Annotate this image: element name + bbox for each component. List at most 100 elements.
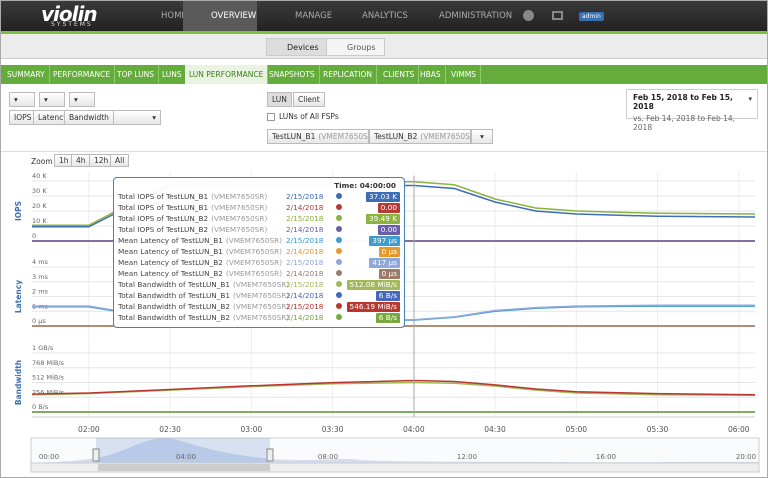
tooltip-row: Mean Latency of TestLUN_B2 (VMEM7650SR) 2/… (118, 257, 400, 268)
navigator-handle[interactable] (92, 448, 100, 462)
date-range: Feb 15, 2018 to Feb 15, 2018 (633, 93, 733, 111)
lun-dropdown[interactable]: ▾ (471, 129, 493, 144)
x-tick-label: 03:30 (322, 425, 344, 434)
logo-sub: SYSTEMS (51, 21, 93, 28)
scrollbar[interactable] (30, 462, 760, 473)
series-label: Total Bandwidth of TestLUN_B2 (118, 313, 231, 322)
series-name: Mean Latency of TestLUN_B2 (VMEM7650SR) (118, 257, 286, 268)
tab[interactable]: CLIENTS (379, 65, 420, 84)
metric-button[interactable]: Bandwidth (64, 110, 114, 125)
tab[interactable]: HBAS (416, 65, 446, 84)
value: 6 B/s (375, 290, 400, 301)
scrollbar-thumb[interactable] (98, 464, 270, 471)
metric-button[interactable]: Latency (33, 110, 73, 125)
value: 546.19 MiB/s (346, 301, 400, 312)
navigator-label: 08:00 (318, 453, 338, 461)
tooltip-row: Mean Latency of TestLUN_B1 (VMEM7650SR) 2/… (118, 235, 400, 246)
checkbox[interactable] (267, 113, 275, 121)
tooltip-row: Total Bandwidth of TestLUN_B1 (VMEM7650SR… (118, 290, 400, 301)
series-label: Total IOPS of TestLUN_B1 (118, 203, 209, 212)
value: 0.00 (377, 202, 400, 213)
flag-button[interactable]: ▾ (69, 92, 95, 107)
zoom-button[interactable]: 4h (71, 154, 91, 167)
date-range-picker[interactable]: Feb 15, 2018 to Feb 15, 2018 vs. Feb 14,… (626, 89, 758, 132)
lun-pill[interactable]: TestLUN_B1(VMEM7650SR) (267, 129, 369, 144)
tab[interactable]: SUMMARY (3, 65, 50, 84)
export-button[interactable]: ▾ (9, 92, 35, 107)
value: 37.03 K (366, 191, 400, 202)
tab[interactable]: REPLICATION (319, 65, 377, 84)
nav-item[interactable]: ADMINISTRATION (439, 11, 513, 21)
lun-name: TestLUN_B2 (374, 132, 418, 141)
sub-tab[interactable]: Devices (266, 38, 328, 56)
y-tick-label: 4 ms (32, 258, 49, 266)
checkbox-label: LUNs of All FSPs (279, 112, 339, 121)
navigator-handle[interactable] (266, 448, 274, 462)
value: 512.08 MiB/s (346, 279, 400, 290)
series-sub: (VMEM7650SR) (225, 236, 283, 245)
y-tick-label: 256 MiB/s (32, 388, 65, 396)
tab[interactable]: LUNS (158, 65, 187, 84)
tooltip-row: Mean Latency of TestLUN_B1 (VMEM7650SR) 2/… (118, 246, 400, 257)
series-sub: (VMEM7650SR) (233, 302, 290, 311)
marker (336, 259, 342, 265)
lun-array: (VMEM7650SR) (420, 132, 470, 141)
date: 2/14/2018 (286, 225, 324, 234)
series-name: Total IOPS of TestLUN_B2 (VMEM7650SR) (118, 213, 286, 224)
tooltip-header: Time: 04:00:00 (118, 181, 400, 190)
lun-array: (VMEM7650SR) (318, 132, 368, 141)
y-tick-label: 2 ms (32, 288, 49, 296)
tab[interactable]: PERFORMANCE (49, 65, 116, 84)
scope-button[interactable]: Client (293, 92, 325, 107)
series-sub: (VMEM7650SR) (225, 247, 283, 256)
logout-icon[interactable] (552, 11, 563, 20)
tab[interactable]: TOP LUNS (113, 65, 160, 84)
marker (336, 215, 342, 221)
logo[interactable]: violin (41, 2, 98, 26)
lun-pill[interactable]: TestLUN_B2(VMEM7650SR) (369, 129, 471, 144)
tooltip-row: Mean Latency of TestLUN_B2 (VMEM7650SR) 2/… (118, 268, 400, 279)
divider (1, 151, 767, 152)
tab[interactable]: LUN PERFORMANCE (185, 65, 269, 84)
date: 2/15/2018 (286, 192, 324, 201)
axis-title: Latency (14, 280, 23, 313)
date: 2/15/2018 (286, 302, 324, 311)
marker (336, 270, 342, 276)
x-tick-label: 04:00 (403, 425, 425, 434)
date: 2/14/2018 (286, 247, 324, 256)
y-tick-label: 512 MiB/s (32, 374, 65, 382)
series-sub: (VMEM7650SR) (233, 291, 290, 300)
y-tick-label: 0 (32, 232, 36, 240)
nav-item[interactable]: ANALYTICS (362, 11, 408, 21)
value: 0 µs (378, 268, 400, 279)
value: 6 B/s (375, 312, 400, 323)
nav-item[interactable]: OVERVIEW (183, 1, 257, 31)
time-label: Time: (334, 181, 358, 190)
nav-item[interactable]: HOME (161, 11, 187, 21)
help-icon[interactable] (523, 10, 534, 21)
series-label: Total Bandwidth of TestLUN_B2 (118, 302, 231, 311)
series-name: Total Bandwidth of TestLUN_B2 (VMEM7650SR… (118, 312, 289, 323)
nav-item[interactable]: MANAGE (295, 11, 333, 21)
series-name: Total Bandwidth of TestLUN_B1 (VMEM7650SR… (118, 279, 289, 290)
tooltip: Time: 04:00:00 Total IOPS of TestLUN_B1 (… (113, 177, 405, 328)
sub-tab[interactable]: Groups (326, 38, 385, 56)
axis-title: IOPS (14, 201, 23, 221)
tab[interactable]: VIMMS (447, 65, 482, 84)
scope-button[interactable]: LUN (267, 92, 292, 107)
y-tick-label: 10 K (32, 217, 47, 225)
tooltip-rows: Total IOPS of TestLUN_B1 (VMEM7650SR) 2/15… (118, 191, 400, 323)
tab[interactable]: SNAPSHOTS (265, 65, 320, 84)
date: 2/15/2018 (286, 258, 324, 267)
tools-button[interactable]: ▾ (39, 92, 65, 107)
series-name: Total IOPS of TestLUN_B2 (VMEM7650SR) (118, 224, 286, 235)
zoom-button[interactable]: All (110, 154, 130, 167)
metric-dropdown[interactable]: ▾ (108, 110, 161, 125)
user-badge[interactable]: admin (579, 12, 604, 21)
series-label: Mean Latency of TestLUN_B2 (118, 258, 223, 267)
compare-range: vs. Feb 14, 2018 to Feb 14, 2018 (633, 114, 736, 132)
series-label: Total IOPS of TestLUN_B1 (118, 192, 209, 201)
time-value: 04:00:00 (359, 181, 396, 190)
series-name: Mean Latency of TestLUN_B2 (VMEM7650SR) (118, 268, 286, 279)
y-tick-label: 30 K (32, 187, 47, 195)
